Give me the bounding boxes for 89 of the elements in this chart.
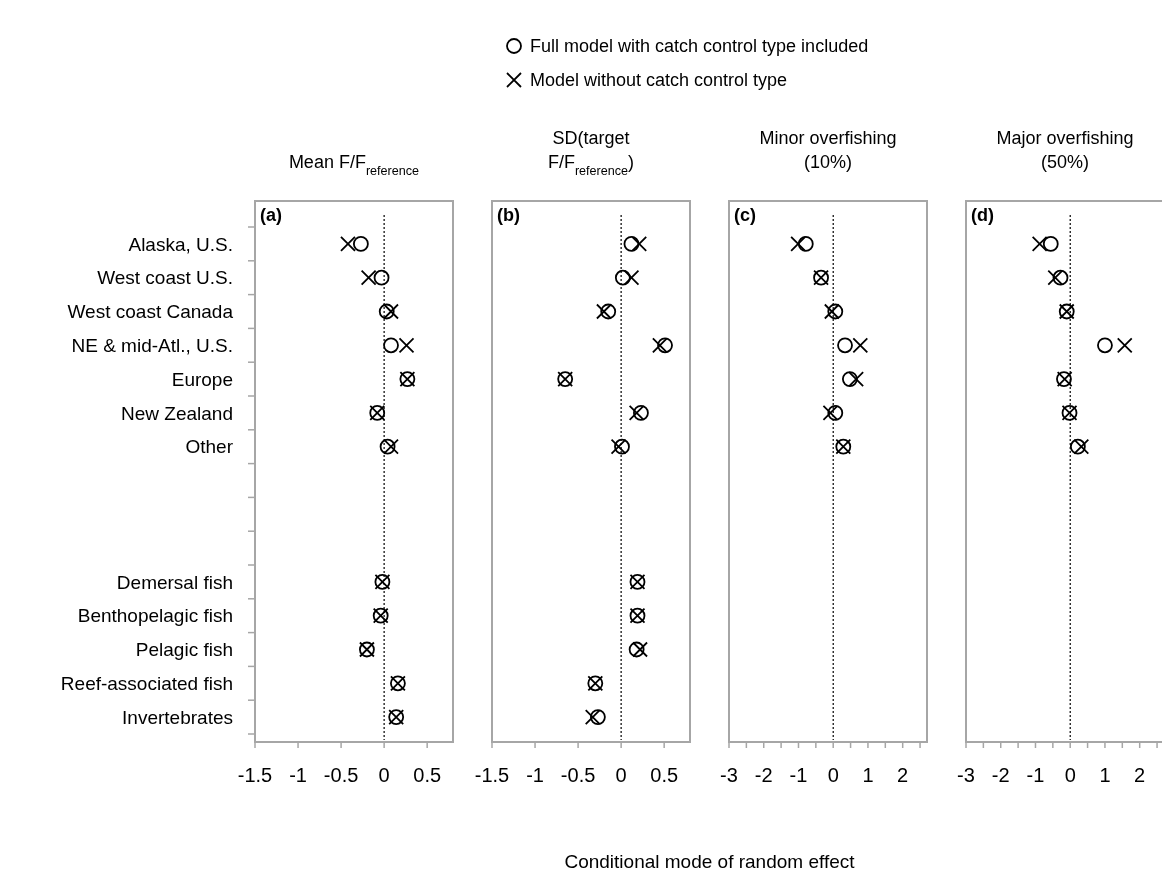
point — [340, 236, 356, 252]
x-tick-label: -0.5 — [323, 764, 359, 786]
y-tick-label: Pelagic fish — [135, 639, 233, 661]
chart-title: Mean F/F$_{reference}$ — [288, 152, 420, 178]
point — [1069, 438, 1086, 455]
point — [1042, 236, 1059, 252]
point — [589, 709, 606, 725]
annotation: (d) — [971, 205, 994, 225]
x-tick-label: 0.5 — [650, 764, 679, 786]
point — [797, 236, 814, 252]
point — [623, 269, 640, 286]
x-tick-label: 2 — [1134, 764, 1146, 786]
y-tick-label: Invertebrates — [122, 706, 233, 728]
x-tick-label: 0 — [827, 764, 839, 786]
point — [852, 337, 869, 354]
x-tick-label: 1 — [862, 764, 874, 786]
point — [623, 236, 640, 252]
x-tick-label: 0 — [615, 764, 627, 786]
x-tick-label: -2 — [991, 764, 1010, 786]
point — [827, 303, 844, 320]
x-tick-label: -1 — [526, 764, 544, 786]
point — [1047, 269, 1064, 286]
chart-title: SD(target F/F$_{reference}$) — [547, 128, 635, 178]
y-tick-label: Alaska, U.S. — [128, 233, 233, 255]
y-tick-label: Europe — [171, 368, 233, 390]
x-tick-label: -1 — [789, 764, 808, 786]
legend-label: Full model with catch control type included — [530, 36, 869, 57]
point — [822, 405, 839, 421]
point — [383, 303, 399, 320]
point — [614, 269, 631, 286]
point — [383, 337, 399, 354]
point — [378, 303, 395, 320]
chart-title: Minor overfishing (10%) — [759, 128, 897, 172]
x-tick-label: -0.5 — [560, 764, 596, 786]
point — [790, 236, 807, 252]
point — [1097, 337, 1113, 354]
y-tick-label: Demersal fish — [116, 571, 233, 593]
y-tick-label: NE & mid-Atl., U.S. — [71, 334, 233, 356]
point — [628, 641, 645, 658]
x-tick-label: 0 — [1064, 764, 1076, 786]
x-tick-label: -1.5 — [474, 764, 510, 786]
annotation: (a) — [260, 205, 282, 225]
y-tick-label: Benthopelagic fish — [77, 605, 233, 627]
point — [596, 303, 612, 320]
y-tick-label: West coast U.S. — [97, 267, 233, 289]
point — [823, 303, 840, 320]
chart-title: Major overfishing (50%) — [996, 128, 1134, 172]
x-tick-label: -3 — [720, 764, 738, 786]
point — [657, 337, 673, 354]
point — [848, 371, 865, 387]
point — [1073, 438, 1090, 455]
y-tick-label: West coast Canada — [67, 301, 234, 323]
point — [584, 709, 601, 725]
x-tick-label: 0 — [378, 764, 390, 786]
x-tick-label: 2 — [897, 764, 909, 786]
point — [631, 236, 648, 252]
x-tick-label: -2 — [754, 764, 773, 786]
annotation: (c) — [734, 205, 756, 225]
point — [360, 269, 377, 286]
y-tick-label: New Zealand — [121, 402, 233, 424]
point — [651, 337, 668, 354]
annotation: (b) — [497, 205, 520, 225]
point — [614, 438, 630, 455]
point — [1031, 236, 1048, 252]
x-tick-label: -3 — [957, 764, 975, 786]
point — [1116, 337, 1133, 354]
point — [1052, 269, 1069, 286]
point — [383, 438, 399, 455]
point — [837, 337, 853, 354]
point — [610, 438, 627, 455]
point — [841, 371, 858, 387]
point — [628, 405, 645, 421]
point — [379, 438, 396, 455]
y-tick-label: Other — [185, 436, 234, 458]
y-tick-label: Reef-associated fish — [60, 672, 233, 694]
x-tick-label: -1 — [289, 764, 307, 786]
point — [827, 405, 844, 421]
legend-label: Model without catch control type — [530, 70, 788, 91]
point — [373, 269, 390, 286]
point — [632, 641, 648, 658]
x-tick-label: 1 — [1099, 764, 1111, 786]
x-tick-label: -1 — [1026, 764, 1045, 786]
point — [352, 236, 369, 252]
point — [633, 405, 649, 421]
x-tick-label: 0.5 — [413, 764, 442, 786]
x-axis-title: Conditional mode of random effect — [564, 851, 856, 872]
point — [398, 337, 415, 354]
x-tick-label: -1.5 — [237, 764, 273, 786]
point — [600, 303, 617, 320]
